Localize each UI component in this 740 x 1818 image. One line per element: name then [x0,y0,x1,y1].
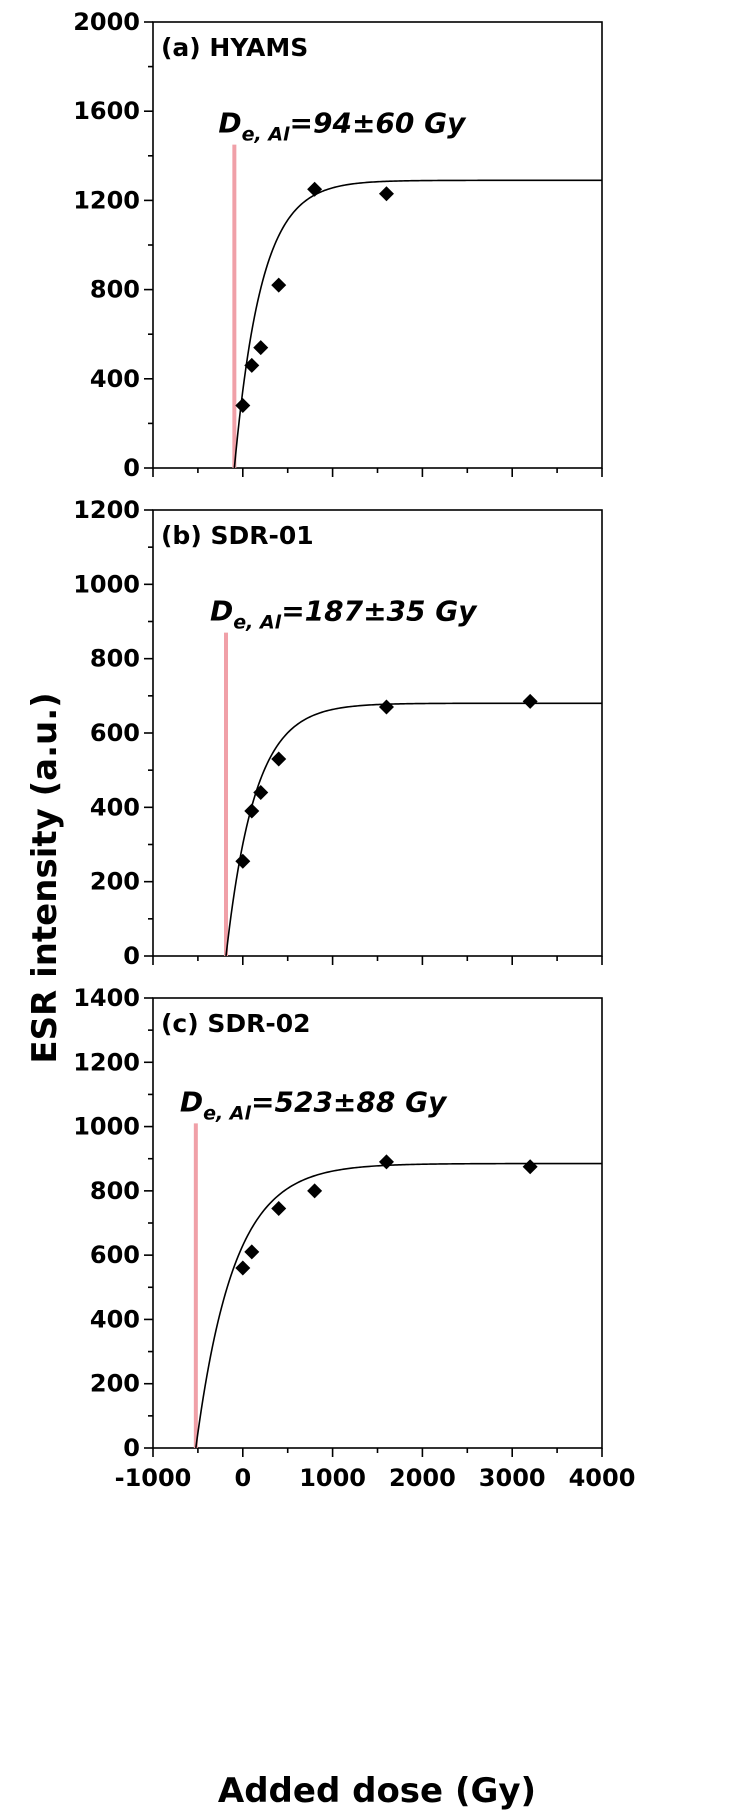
y-tick-label: 800 [90,276,140,304]
data-point-marker [522,693,538,709]
y-axis-title: ESR intensity (a.u.) [25,692,65,1063]
panel-label: (c) SDR-02 [161,1009,311,1038]
data-point-marker [271,277,287,293]
data-point-marker [244,1244,260,1260]
y-tick-label: 400 [90,793,140,821]
de-subscript: e, Al [233,612,281,634]
plot-frame [152,509,603,957]
y-tick-label: 0 [123,942,140,970]
de-symbol: D [218,107,241,140]
de-symbol: D [210,595,233,628]
y-tick-label: 800 [90,645,140,673]
data-point-marker [235,1260,251,1276]
data-point-marker [522,1159,538,1175]
y-tick-label: 1600 [73,97,140,125]
y-tick-label: 1000 [73,570,140,598]
y-tick-label: 1000 [73,1113,140,1141]
y-tick-label: 1400 [73,984,140,1012]
de-subscript: e, Al [242,124,290,146]
x-tick-label: -1000 [115,1464,192,1492]
de-subscript: e, Al [203,1102,251,1124]
de-annotation: De, Al=187±35 Gy [210,595,478,634]
fit-curve [233,179,602,468]
data-point-marker [271,1201,287,1217]
x-axis-title: Added dose (Gy) [218,1771,536,1811]
data-point-marker [378,699,394,715]
de-symbol: D [180,1085,203,1118]
plot-frame [152,997,603,1449]
y-tick-label: 200 [90,1370,140,1398]
panel-label: (a) HYAMS [161,33,308,62]
data-point-marker [307,181,323,197]
data-point-marker [307,1183,323,1199]
fit-curve [225,702,602,956]
y-tick-label: 0 [123,454,140,482]
fit-curve [195,1162,602,1448]
data-point-marker [378,1154,394,1170]
data-point-marker [235,398,251,414]
de-value: =523±88 Gy [251,1085,448,1118]
data-point-marker [244,357,260,373]
data-point-marker [271,751,287,767]
y-tick-label: 1200 [73,496,140,524]
de-annotation: De, Al=523±88 Gy [180,1085,448,1124]
data-point-marker [235,853,251,869]
panel-label: (b) SDR-01 [161,521,314,550]
y-tick-label: 800 [90,1177,140,1205]
y-tick-label: 400 [90,365,140,393]
y-tick-label: 400 [90,1305,140,1333]
data-point-marker [253,784,269,800]
y-tick-label: 600 [90,1241,140,1269]
de-annotation: De, Al=94±60 Gy [218,107,467,146]
y-tick-label: 2000 [73,8,140,36]
plot-frame [152,21,603,469]
y-tick-label: 0 [123,1434,140,1462]
x-tick-label: 4000 [569,1464,636,1492]
panel-a: 0 400 800 1200 1600 2000 (a) HYAMS De, Al=94±60… [73,8,603,482]
panel-b: 0 200 400 600 800 1000 1200 (b) SDR-01 De, Al=18… [73,496,603,970]
x-tick-label: 0 [234,1464,251,1492]
y-tick-label: 1200 [73,1048,140,1076]
x-tick-label: 3000 [479,1464,546,1492]
de-value: =94±60 Gy [290,107,468,140]
y-tick-label: 200 [90,868,140,896]
y-tick-label: 1200 [73,186,140,214]
data-point-marker [253,340,269,356]
data-point-marker [244,803,260,819]
data-point-marker [378,186,394,202]
x-tick-label: 1000 [299,1464,366,1492]
de-value: =187±35 Gy [281,595,478,628]
x-tick-label: 2000 [389,1464,456,1492]
y-tick-label: 600 [90,719,140,747]
